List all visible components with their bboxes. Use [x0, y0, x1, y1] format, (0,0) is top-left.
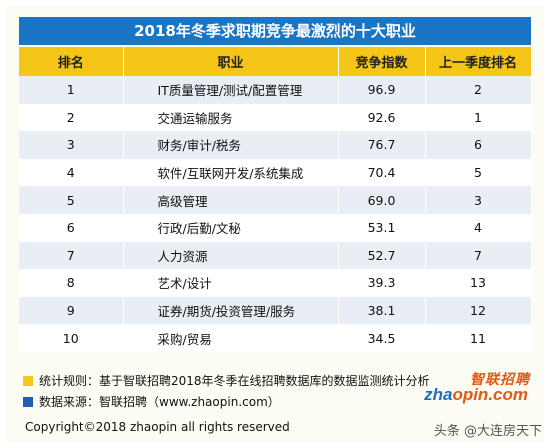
header-job: 职业: [123, 47, 339, 76]
cell-prev-rank: 11: [425, 324, 532, 352]
table-row: 7 人力资源 52.7 7: [19, 241, 532, 270]
cell-job: 采购/贸易: [123, 324, 339, 352]
cell-index: 69.0: [338, 186, 426, 214]
cell-job: 高级管理: [123, 186, 339, 214]
cell-index: 70.4: [338, 158, 426, 187]
table-row: 2 交通运输服务 92.6 1: [19, 103, 532, 132]
cell-job: 证券/期货/投资管理/服务: [123, 296, 339, 325]
cell-job: IT质量管理/测试/配置管理: [123, 76, 339, 104]
cell-prev-rank: 12: [425, 296, 532, 325]
cell-index: 38.1: [338, 296, 426, 325]
note-rule-text: 统计规则：基于智联招聘2018年冬季在线招聘数据库的数据监测统计分析: [39, 374, 430, 388]
cell-job: 财务/审计/税务: [123, 131, 339, 159]
cell-index: 52.7: [338, 241, 426, 270]
cell-index: 76.7: [338, 131, 426, 159]
ranking-table: 排名 职业 竞争指数 上一季度排名 1 IT质量管理/测试/配置管理 96.9 2 2 交…: [19, 47, 532, 352]
cell-index: 92.6: [338, 103, 426, 132]
cell-job: 软件/互联网开发/系统集成: [123, 158, 339, 187]
cell-rank: 3: [19, 131, 124, 159]
header-prev-rank: 上一季度排名: [425, 47, 532, 76]
cell-prev-rank: 2: [425, 76, 532, 104]
cell-prev-rank: 6: [425, 131, 532, 159]
zhaopin-logo: 智联招聘 zhaopin.com: [424, 369, 534, 411]
cell-prev-rank: 1: [425, 103, 532, 132]
cell-rank: 9: [19, 296, 124, 325]
table-row: 3 财务/审计/税务 76.7 6: [19, 131, 532, 159]
cell-rank: 4: [19, 158, 124, 187]
note-rule: 统计规则：基于智联招聘2018年冬季在线招聘数据库的数据监测统计分析: [19, 371, 531, 392]
cell-rank: 6: [19, 213, 124, 242]
table-row: 9 证券/期货/投资管理/服务 38.1 12: [19, 296, 532, 325]
cell-rank: 7: [19, 241, 124, 270]
table-row: 10 采购/贸易 34.5 11: [19, 324, 532, 352]
cell-job: 人力资源: [123, 241, 339, 270]
cell-index: 39.3: [338, 269, 426, 297]
copyright: Copyright©2018 zhaopin all rights reserv…: [25, 420, 290, 434]
yellow-square-icon: [23, 376, 33, 386]
note-source-text: 数据来源：智联招聘（www.zhaopin.com）: [39, 395, 280, 409]
cell-prev-rank: 5: [425, 158, 532, 187]
logo-en-prefix: zha: [424, 385, 453, 404]
table-title: 2018年冬季求职期竞争最激烈的十大职业: [19, 17, 531, 45]
table-row: 1 IT质量管理/测试/配置管理 96.9 2: [19, 76, 532, 104]
cell-job: 行政/后勤/文秘: [123, 213, 339, 242]
notes: 统计规则：基于智联招聘2018年冬季在线招聘数据库的数据监测统计分析 数据来源：…: [19, 371, 531, 413]
cell-prev-rank: 3: [425, 186, 532, 214]
cell-prev-rank: 4: [425, 213, 532, 242]
cell-prev-rank: 13: [425, 269, 532, 297]
cell-rank: 8: [19, 269, 124, 297]
header-index: 竞争指数: [338, 47, 426, 76]
cell-rank: 2: [19, 103, 124, 132]
table-header-row: 排名 职业 竞争指数 上一季度排名: [19, 47, 532, 76]
cell-job: 交通运输服务: [123, 103, 339, 132]
cell-rank: 5: [19, 186, 124, 214]
cell-index: 53.1: [338, 213, 426, 242]
header-rank: 排名: [19, 47, 124, 76]
cell-prev-rank: 7: [425, 241, 532, 270]
cell-rank: 1: [19, 76, 124, 104]
note-source: 数据来源：智联招聘（www.zhaopin.com）: [19, 392, 531, 413]
blue-square-icon: [23, 397, 33, 407]
cell-index: 34.5: [338, 324, 426, 352]
cell-job: 艺术/设计: [123, 269, 339, 297]
logo-cn-text: 智联招聘: [470, 372, 530, 388]
cell-index: 96.9: [338, 76, 426, 104]
watermark: 头条 @大连房天下: [433, 424, 542, 439]
table-row: 8 艺术/设计 39.3 13: [19, 269, 532, 297]
logo-en-rest: opin.com: [452, 385, 528, 404]
table-row: 4 软件/互联网开发/系统集成 70.4 5: [19, 158, 532, 187]
table-row: 5 高级管理 69.0 3: [19, 186, 532, 214]
cell-rank: 10: [19, 324, 124, 352]
logo-en-text: zhaopin.com: [424, 385, 528, 405]
table-row: 6 行政/后勤/文秘 53.1 4: [19, 213, 532, 242]
